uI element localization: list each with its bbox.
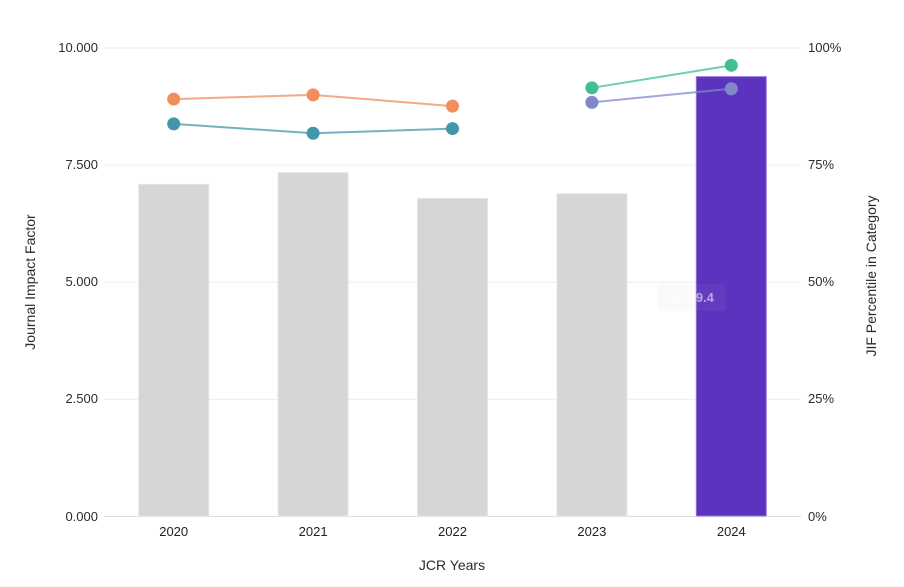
y-left-tick-label: 0.000 (65, 508, 98, 524)
right-axis-title: JIF Percentile in Category (863, 195, 879, 357)
point-percentile-green-2024[interactable] (724, 58, 738, 72)
point-percentile-orange-2020[interactable] (167, 92, 181, 106)
bar-2022[interactable] (416, 196, 489, 518)
y-left-tick-label: 7.500 (65, 157, 98, 173)
y-right-tick-label: 0% (808, 508, 827, 524)
y-right-tick-label: 50% (808, 274, 835, 290)
point-percentile-teal-2021[interactable] (306, 126, 320, 140)
y-right-tick-label: 100% (808, 40, 842, 55)
y-left-tick-label: 10.000 (58, 40, 98, 55)
x-tick-label-2021: 2021 (298, 524, 328, 539)
bar-2023[interactable] (555, 192, 629, 518)
point-percentile-orange-2022[interactable] (446, 99, 459, 113)
y-right-tick-label: 25% (808, 391, 835, 407)
x-axis-title: JCR Years (418, 557, 486, 573)
x-tick-label-2023: 2023 (577, 524, 607, 539)
point-percentile-orange-2021[interactable] (306, 88, 320, 102)
y-left-tick-label: 2.500 (65, 391, 98, 407)
point-percentile-green-2023[interactable] (585, 81, 599, 95)
x-tick-label-2022: 2022 (438, 524, 467, 539)
bar-2024[interactable] (694, 75, 768, 518)
bar-2020[interactable] (137, 182, 211, 518)
point-percentile-slate-2024[interactable] (724, 82, 738, 96)
y-right-tick-label: 75% (808, 157, 835, 173)
line-percentile-slate (591, 87, 732, 104)
point-percentile-slate-2023[interactable] (585, 95, 599, 109)
x-tick-label-2020: 2020 (159, 524, 189, 539)
bar-2021[interactable] (276, 171, 350, 518)
point-percentile-teal-2020[interactable] (167, 117, 181, 131)
x-tick-label-2024: 2024 (716, 524, 746, 539)
line-percentile-green (591, 64, 732, 89)
point-percentile-teal-2022[interactable] (446, 122, 459, 136)
left-axis-title: Journal Impact Factor (22, 214, 38, 350)
y-left-tick-label: 5.000 (65, 274, 98, 290)
